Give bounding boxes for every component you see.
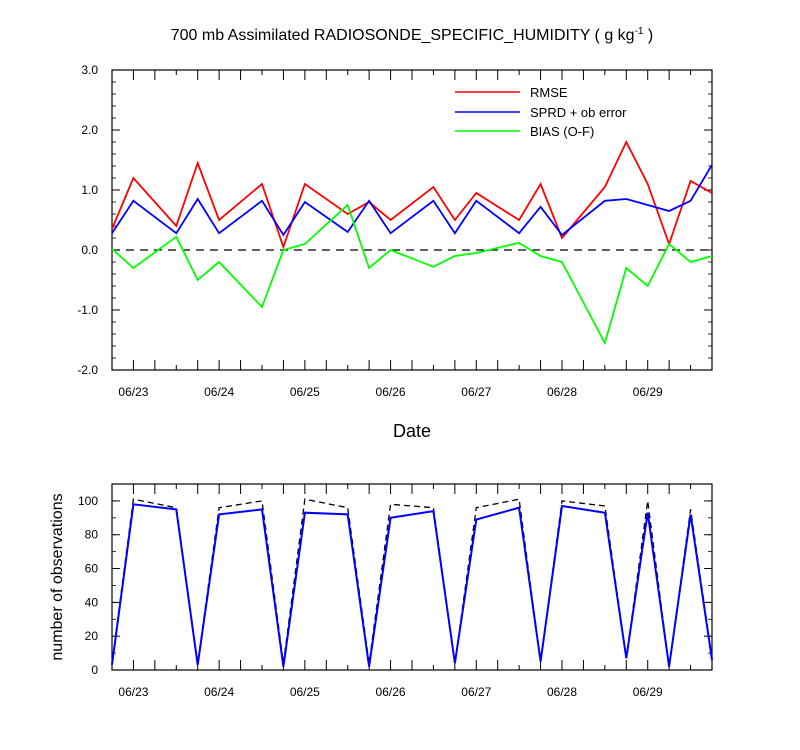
y-tick-label: -1.0 <box>77 303 98 317</box>
x-tick-label: 06/27 <box>461 685 491 699</box>
legend: RMSE SPRD + ob error BIAS (O-F) <box>455 85 627 139</box>
series-line-sprd-ob-error <box>111 164 713 237</box>
x-tick-label: 06/24 <box>204 685 234 699</box>
x-tick-label: 06/25 <box>290 385 320 399</box>
series-line-rmse <box>111 139 713 250</box>
x-tick-label: 06/28 <box>547 685 577 699</box>
y-tick-label: 0 <box>91 663 98 677</box>
series-line-bias-o-f <box>111 203 713 346</box>
series-line-assimilated <box>111 503 713 667</box>
y-tick-label: 0.0 <box>81 243 98 257</box>
x-tick-label: 06/23 <box>118 685 148 699</box>
top-x-axis-label: Date <box>393 421 431 441</box>
legend-label-rmse: RMSE <box>530 85 568 100</box>
bottom-y-axis-label: number of observations <box>49 493 66 660</box>
x-tick-label: 06/29 <box>633 385 663 399</box>
title-suffix: ) <box>643 27 653 44</box>
x-tick-label: 06/26 <box>376 685 406 699</box>
bottom-series-group <box>111 498 713 667</box>
legend-label-sprd: SPRD + ob error <box>530 105 627 120</box>
x-tick-label: 06/28 <box>547 385 577 399</box>
x-tick-label: 06/26 <box>376 385 406 399</box>
x-tick-label: 06/25 <box>290 685 320 699</box>
x-tick-label: 06/27 <box>461 385 491 399</box>
top-chart-title: 700 mb Assimilated RADIOSONDE_SPECIFIC_H… <box>171 26 654 44</box>
title-superscript: -1 <box>635 26 644 37</box>
top-y-axis: -2.0 -1.0 0.0 1.0 2.0 3.0 <box>77 63 712 377</box>
y-tick-label: 3.0 <box>81 63 98 77</box>
y-tick-label: 2.0 <box>81 123 98 137</box>
top-x-axis: 06/23 06/24 06/25 06/26 06/27 06/28 06/29 <box>111 70 713 399</box>
y-tick-label: 80 <box>85 528 99 542</box>
legend-label-bias: BIAS (O-F) <box>530 124 594 139</box>
top-chart: -2.0-1.00.01.02.03.0 06/23 06/24 06/25 06/2… <box>77 63 713 441</box>
bottom-y-axis: 0 20 40 60 80 100 <box>78 483 712 677</box>
y-tick-label: 100 <box>78 494 98 508</box>
y-tick-label: 60 <box>85 562 99 576</box>
bottom-plot-frame <box>111 483 713 671</box>
x-tick-label: 06/23 <box>118 385 148 399</box>
y-tick-label: 1.0 <box>81 183 98 197</box>
y-tick-label: 40 <box>85 595 99 609</box>
y-tick-label: 20 <box>85 629 99 643</box>
bottom-x-axis: 06/23 06/24 06/25 06/26 06/27 06/28 06/29 <box>111 484 713 699</box>
y-tick-label: -2.0 <box>77 363 98 377</box>
x-tick-label: 06/24 <box>204 385 234 399</box>
x-tick-label: 06/29 <box>633 685 663 699</box>
top-series-group <box>111 139 713 346</box>
